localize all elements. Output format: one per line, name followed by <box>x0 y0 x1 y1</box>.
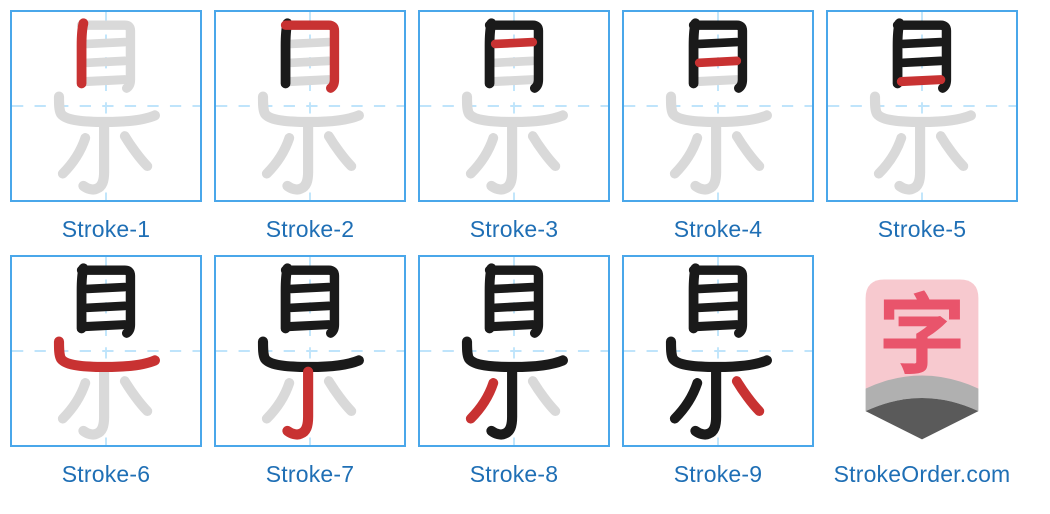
stroke-tile <box>214 255 406 447</box>
character-strokes <box>12 257 200 445</box>
stroke-tile <box>10 10 202 202</box>
character-strokes <box>828 12 1016 200</box>
stroke-label: Stroke-1 <box>62 216 151 243</box>
character-strokes <box>420 12 608 200</box>
logo-label: StrokeOrder.com <box>834 461 1011 488</box>
stroke-label: Stroke-9 <box>674 461 763 488</box>
stroke-order-grid: Stroke-1 Stroke-2 Stroke-3 Stroke-4 <box>10 10 1040 488</box>
stroke-cell-5: Stroke-5 <box>826 10 1018 243</box>
stroke-cell-9: Stroke-9 <box>622 255 814 488</box>
stroke-cell-3: Stroke-3 <box>418 10 610 243</box>
stroke-label: Stroke-4 <box>674 216 763 243</box>
character-strokes <box>420 257 608 445</box>
logo-char: 字 <box>828 285 1016 373</box>
character-strokes <box>624 257 812 445</box>
stroke-cell-4: Stroke-4 <box>622 10 814 243</box>
character-strokes <box>216 12 404 200</box>
stroke-tile <box>826 10 1018 202</box>
stroke-label: Stroke-2 <box>266 216 355 243</box>
stroke-tile <box>214 10 406 202</box>
character-strokes <box>216 257 404 445</box>
stroke-tile <box>622 255 814 447</box>
stroke-label: Stroke-7 <box>266 461 355 488</box>
stroke-label: Stroke-3 <box>470 216 559 243</box>
stroke-cell-6: Stroke-6 <box>10 255 202 488</box>
logo-tile: 字 <box>826 255 1018 447</box>
stroke-label: Stroke-5 <box>878 216 967 243</box>
stroke-label: Stroke-8 <box>470 461 559 488</box>
character-strokes <box>624 12 812 200</box>
stroke-label: Stroke-6 <box>62 461 151 488</box>
stroke-tile <box>418 10 610 202</box>
stroke-cell-8: Stroke-8 <box>418 255 610 488</box>
stroke-cell-2: Stroke-2 <box>214 10 406 243</box>
stroke-cell-7: Stroke-7 <box>214 255 406 488</box>
character-strokes <box>12 12 200 200</box>
stroke-tile <box>622 10 814 202</box>
logo-cell: 字 StrokeOrder.com <box>826 255 1018 488</box>
stroke-tile <box>418 255 610 447</box>
stroke-tile <box>10 255 202 447</box>
stroke-cell-1: Stroke-1 <box>10 10 202 243</box>
